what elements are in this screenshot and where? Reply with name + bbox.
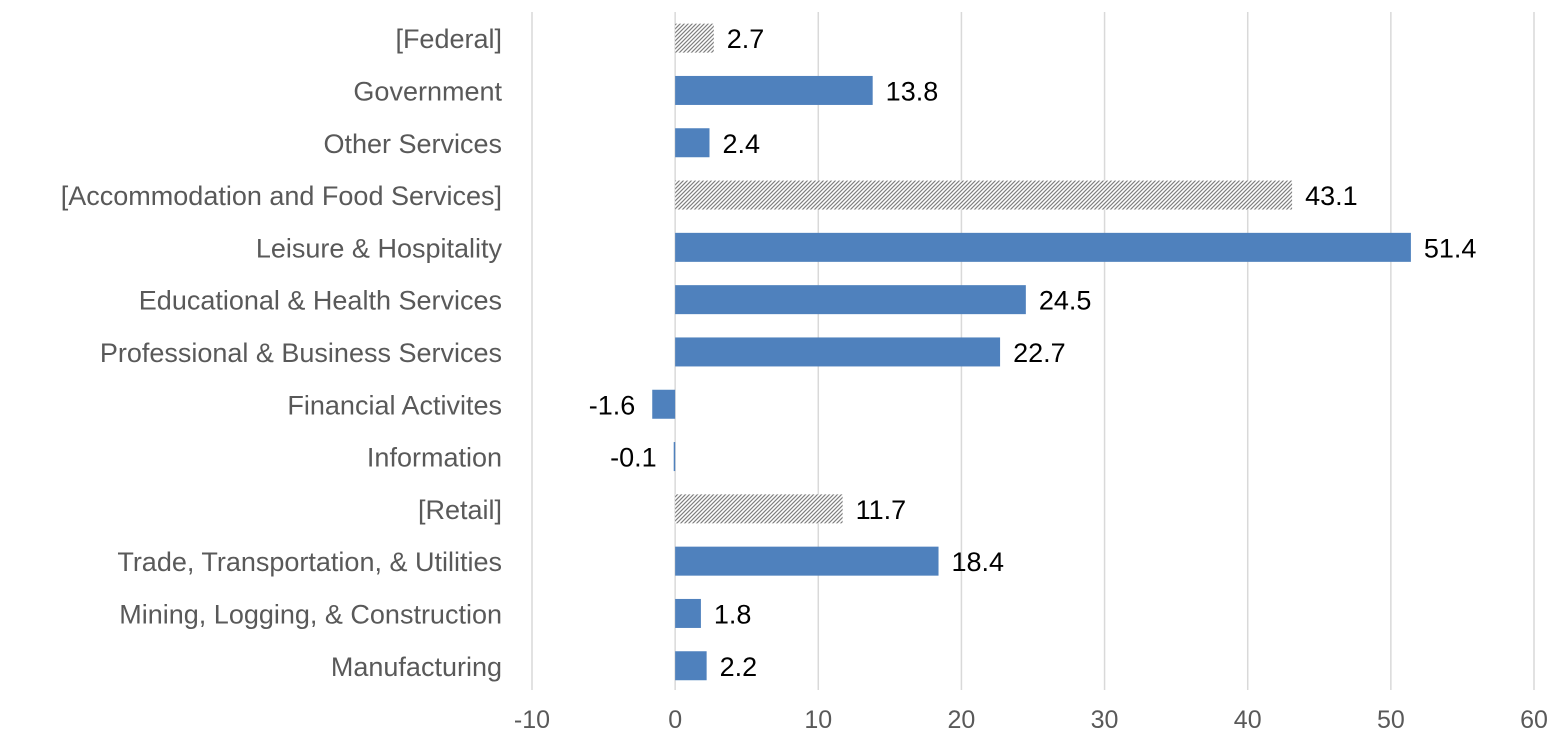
category-label: Educational & Health Services — [139, 286, 502, 316]
category-label: Information — [367, 443, 502, 473]
data-label: 2.2 — [720, 652, 758, 682]
data-label: 11.7 — [856, 495, 907, 525]
data-label: -1.6 — [589, 390, 636, 420]
x-tick-label: 30 — [1091, 706, 1119, 734]
data-label: 43.1 — [1305, 181, 1358, 211]
x-tick-label: 10 — [804, 706, 832, 734]
data-label: 1.8 — [714, 599, 752, 629]
x-tick-label: 50 — [1377, 706, 1405, 734]
x-tick-label: 40 — [1234, 706, 1262, 734]
data-label: 13.8 — [886, 76, 939, 106]
bar — [675, 285, 1026, 315]
data-label: 24.5 — [1039, 286, 1092, 316]
category-label: [Retail] — [418, 495, 502, 525]
bars — [652, 23, 1411, 681]
x-tick-label: 20 — [948, 706, 976, 734]
data-label: 22.7 — [1013, 338, 1066, 368]
data-label: -0.1 — [610, 443, 657, 473]
bar — [652, 389, 676, 419]
bar-hatched — [675, 23, 714, 53]
x-tick-label: -10 — [514, 706, 550, 734]
data-label: 2.4 — [722, 129, 760, 159]
x-tick-labels: -10 0 10 20 30 40 50 60 — [514, 706, 1548, 734]
category-label: [Accommodation and Food Services] — [61, 181, 502, 211]
x-tick-label: 0 — [668, 706, 682, 734]
bar — [675, 598, 701, 628]
category-label: Trade, Transportation, & Utilities — [117, 547, 502, 577]
bar — [675, 75, 873, 105]
category-label: [Federal] — [395, 24, 502, 54]
bar — [675, 546, 939, 576]
category-label: Manufacturing — [331, 652, 502, 682]
data-labels: 2.7 13.8 2.4 43.1 51.4 24.5 22.7 -1.6 -0.1 11.7 18… — [589, 24, 1477, 682]
category-label: Government — [353, 76, 502, 106]
category-label: Mining, Logging, & Construction — [119, 599, 502, 629]
category-label: Leisure & Hospitality — [256, 233, 503, 263]
category-label: Professional & Business Services — [100, 338, 502, 368]
category-label: Other Services — [323, 129, 502, 159]
bar — [673, 442, 676, 472]
data-label: 18.4 — [952, 547, 1005, 577]
bar — [675, 337, 1001, 367]
x-tick-label: 60 — [1520, 706, 1548, 734]
bar-hatched — [675, 494, 843, 524]
bar — [675, 128, 710, 158]
bar-hatched — [675, 180, 1293, 210]
category-label: Financial Activites — [287, 390, 502, 420]
bar — [675, 232, 1411, 262]
data-label: 2.7 — [727, 24, 765, 54]
bar — [675, 651, 707, 681]
category-labels: [Federal] Government Other Services [Accomm… — [61, 24, 503, 682]
data-label: 51.4 — [1424, 233, 1477, 263]
